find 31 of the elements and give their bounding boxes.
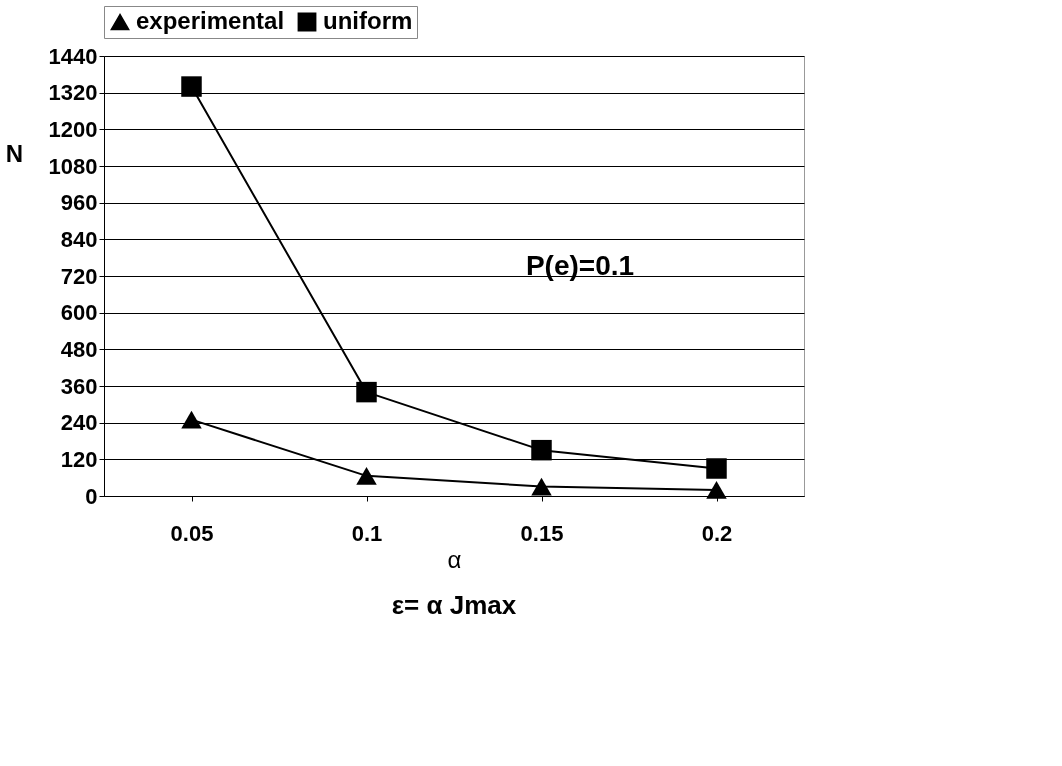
x-axis-title: α [447,545,462,573]
point [356,466,377,485]
y-tick-label: 240 [60,410,98,436]
x-tick-label: 0.05 [170,520,214,546]
y-tick-label: 0 [85,483,98,509]
y-tick-label: 1320 [48,80,98,106]
point [181,76,202,97]
point [356,381,377,403]
text: ε= α Jmax [391,590,517,620]
y-tick-label: 1200 [48,116,98,142]
y-tick-label: 840 [60,226,98,252]
x-tick-label: 0.15 [520,520,564,546]
annotation: P(e)=0.1 [525,250,635,282]
y-tick-label: 360 [60,373,98,399]
point [531,439,552,461]
y-tick-label: 120 [60,446,98,472]
y-tick-label: 960 [60,190,98,216]
y-tick-label: 720 [60,263,98,289]
point [706,481,727,499]
point [181,410,202,429]
x-tick-label: 0.2 [701,520,733,546]
y-tick-label: 1440 [48,43,98,69]
y-tick-label: 600 [60,300,98,326]
y-tick-label: 1080 [48,153,98,179]
legend-label: experimental [136,7,285,34]
point [706,458,727,479]
y-tick-label: 480 [60,336,98,362]
point [531,477,552,496]
legend-label: uniform [323,7,413,34]
x-tick-label: 0.1 [351,520,383,546]
y-axis-title: N [5,139,24,167]
